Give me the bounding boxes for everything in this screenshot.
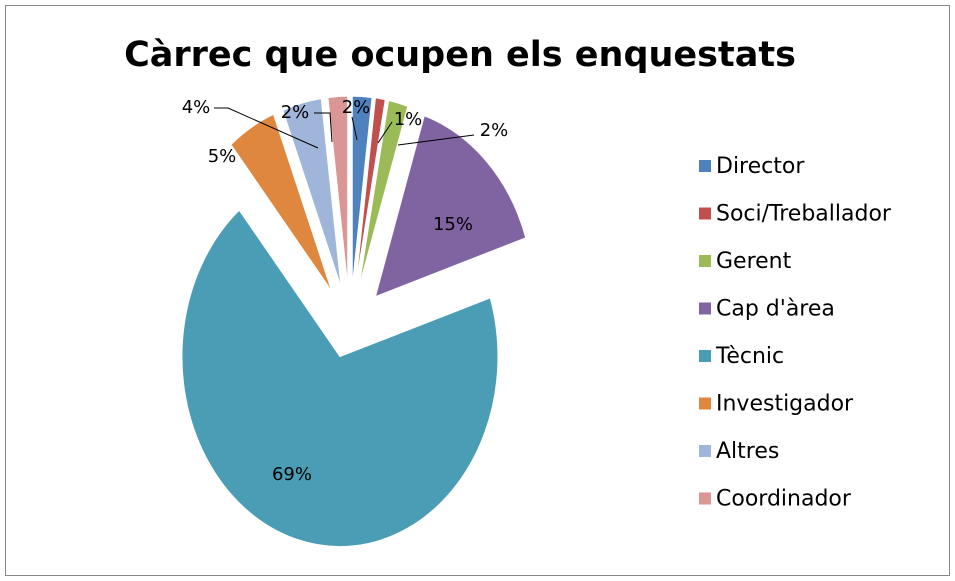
legend-label: Director [716,154,805,179]
legend-label: Investigador [716,392,854,417]
leader-line [377,121,393,144]
pie-slice [351,95,373,287]
legend-swatch [699,160,711,172]
leader-line [351,116,358,141]
legend-swatch [699,350,711,362]
legend-label: Coordinador [716,487,852,512]
pie-slice [181,209,499,548]
data-label: 2% [480,120,509,141]
legend-label: Altres [716,439,779,464]
pie-slice [230,113,333,292]
legend-swatch [699,397,711,410]
legend-label: Tècnic [715,344,784,369]
data-label: 4% [182,97,211,118]
leader-line [397,134,475,146]
pie-slice [282,98,342,288]
legend-swatch [699,492,711,505]
legend-label: Gerent [716,249,792,274]
leader-line [314,112,333,143]
chart-border [5,5,950,576]
pie-slice [355,97,386,287]
data-label: 2% [281,102,310,123]
legend-swatch [699,302,711,315]
data-label: 69% [272,464,312,485]
legend-swatch [699,445,711,457]
data-label: 15% [433,214,473,235]
legend-swatch [699,207,711,220]
chart-title: Càrrec que ocupen els enquestats [124,35,796,75]
data-label: 5% [208,146,237,167]
data-label: 1% [394,109,423,130]
data-label: 2% [342,97,371,118]
pie-slice [374,115,527,298]
legend-label: Soci/Treballador [716,202,892,227]
legend-label: Cap d'àrea [716,297,835,322]
pie-slice [358,99,409,288]
pie-slice [327,95,349,287]
legend-swatch [699,255,711,267]
leader-line [214,107,319,149]
